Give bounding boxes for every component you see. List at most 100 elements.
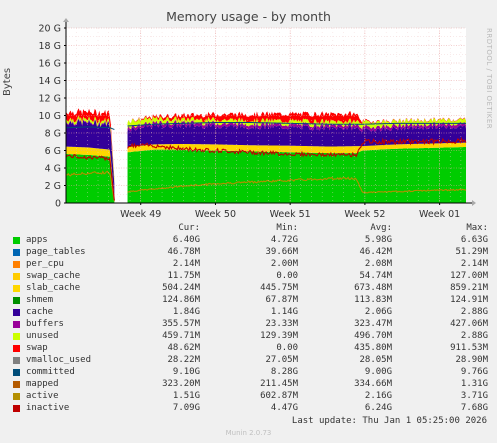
legend-avg: 2.16G: [364, 391, 392, 401]
legend-swatch: [13, 381, 20, 388]
legend-cur: 504.24M: [162, 283, 200, 293]
legend-cur: 323.20M: [162, 379, 200, 389]
x-tick-label: Week 49: [120, 209, 161, 220]
legend-cur: 11.75M: [167, 271, 200, 281]
legend-cur: 9.10G: [172, 367, 200, 377]
legend-swatch: [13, 393, 20, 400]
legend-name: page_tables: [26, 247, 86, 257]
legend-swatch: [13, 297, 20, 304]
legend-max: 28.90M: [455, 355, 488, 365]
legend-swatch: [13, 273, 20, 280]
legend-max: 2.14M: [460, 259, 488, 269]
y-tick-label: 10 G: [39, 111, 61, 122]
legend-avg: 2.08M: [364, 259, 392, 269]
area-slab-1: [127, 142, 467, 154]
legend-row-swap: swap 48.62M 0.00 435.80M 911.53M: [0, 343, 497, 355]
y-tick-label: 16 G: [39, 59, 61, 70]
legend-avg: 496.70M: [354, 331, 392, 341]
legend-avg: 673.48M: [354, 283, 392, 293]
y-axis-label: Bytes: [2, 67, 13, 96]
legend-max: 427.06M: [450, 319, 488, 329]
legend-avg: 323.47M: [354, 319, 392, 329]
y-tick-label: 2 G: [45, 181, 61, 192]
area-apps-0: [66, 154, 115, 203]
x-tick-label: Week 01: [419, 209, 460, 220]
legend-row-slab_cache: slab_cache 504.24M 445.75M 673.48M 859.21M: [0, 283, 497, 295]
legend-avg: 334.66M: [354, 379, 392, 389]
legend-max: 7.68G: [460, 403, 488, 413]
y-tick-label: 4 G: [45, 164, 61, 175]
legend-max: 6.63G: [460, 235, 488, 245]
y-axis-arrow: [63, 18, 69, 22]
legend-max: 859.21M: [450, 283, 488, 293]
area-swap-1: [127, 111, 467, 125]
memory-chart: 0 2 G 4 G 6 G 8 G 10 G 12 G 14 G 16 G 18 G 20 G Wee…: [39, 18, 476, 220]
legend-avg: 6.24G: [364, 403, 392, 413]
rrdtool-label: RRDTOOL / TOBI OETIKER: [485, 28, 493, 130]
legend-avg: 54.74M: [359, 271, 392, 281]
legend-min: 39.66M: [265, 247, 298, 257]
legend-row-committed: committed 9.10G 8.28G 9.00G 9.76G: [0, 367, 497, 379]
legend-swatch: [13, 309, 20, 316]
legend-swatch: [13, 261, 20, 268]
legend-swatch: [13, 249, 20, 256]
legend-avg: 5.98G: [364, 235, 392, 245]
legend-row-per_cpu: per_cpu 2.14M 2.00M 2.08M 2.14M: [0, 259, 497, 271]
legend-min: 445.75M: [260, 283, 298, 293]
line-committed-1: [127, 122, 466, 127]
legend-min: 1.14G: [270, 307, 298, 317]
legend-max: 911.53M: [450, 343, 488, 353]
legend-avg: 113.83M: [354, 295, 392, 305]
generator-label: Munin 2.0.73: [225, 429, 272, 437]
legend-max: 3.71G: [460, 391, 488, 401]
area-apps-1: [127, 147, 467, 203]
y-tick-label: 6 G: [45, 146, 61, 157]
legend-min: 27.05M: [265, 355, 298, 365]
legend-row-apps: apps 6.40G 4.72G 5.98G 6.63G: [0, 235, 497, 247]
line-active-1: [127, 176, 467, 194]
area-cache-1: [127, 123, 467, 147]
legend-row-swap_cache: swap_cache 11.75M 0.00 54.74M 127.00M: [0, 271, 497, 283]
area-cache-0: [66, 118, 115, 196]
legend-name: committed: [26, 367, 75, 377]
legend-min: 211.45M: [260, 379, 298, 389]
legend-cur: 48.62M: [167, 343, 200, 353]
legend: apps 6.40G 4.72G 5.98G 6.63G page_tables 46.78…: [0, 235, 497, 415]
legend-avg: 46.42M: [359, 247, 392, 257]
chart-title: Memory usage - by month: [166, 9, 331, 24]
legend-row-unused: unused 459.71M 129.39M 496.70M 2.88G: [0, 331, 497, 343]
legend-swatch: [13, 285, 20, 292]
legend-cur: 46.78M: [167, 247, 200, 257]
area-swap-0: [66, 108, 115, 179]
x-tick-label: Week 52: [344, 209, 385, 220]
legend-avg: 2.06G: [364, 307, 392, 317]
legend-name: vmalloc_used: [26, 355, 92, 365]
legend-row-vmalloc_used: vmalloc_used 28.22M 27.05M 28.05M 28.90M: [0, 355, 497, 367]
x-tick-label: Week 50: [195, 209, 236, 220]
legend-max: 51.29M: [455, 247, 488, 257]
legend-name: cache: [26, 307, 54, 317]
legend-name: active: [26, 391, 59, 401]
legend-min: 4.47G: [270, 403, 298, 413]
y-tick-label: 12 G: [39, 94, 61, 105]
x-axis-arrow: [472, 200, 476, 206]
line-inactive-1: [127, 136, 467, 158]
legend-cur: 2.14M: [172, 259, 200, 269]
legend-name: swap_cache: [26, 271, 81, 281]
legend-max: 9.76G: [460, 367, 488, 377]
legend-swatch: [13, 333, 20, 340]
line-committed-0: [65, 126, 115, 130]
legend-name: mapped: [26, 379, 59, 389]
legend-name: buffers: [26, 319, 64, 329]
legend-max: 124.91M: [450, 295, 488, 305]
legend-name: inactive: [26, 403, 70, 413]
legend-avg: 435.80M: [354, 343, 392, 353]
col-avg: Avg:: [370, 223, 392, 233]
legend-swatch: [13, 237, 20, 244]
legend-row-buffers: buffers 355.57M 23.33M 323.47M 427.06M: [0, 319, 497, 331]
legend-name: shmem: [26, 295, 54, 305]
legend-name: slab_cache: [26, 283, 81, 293]
last-update: Last update: Thu Jan 1 05:25:00 2026: [291, 416, 487, 426]
col-max: Max:: [466, 223, 488, 233]
legend-min: 8.28G: [270, 367, 298, 377]
